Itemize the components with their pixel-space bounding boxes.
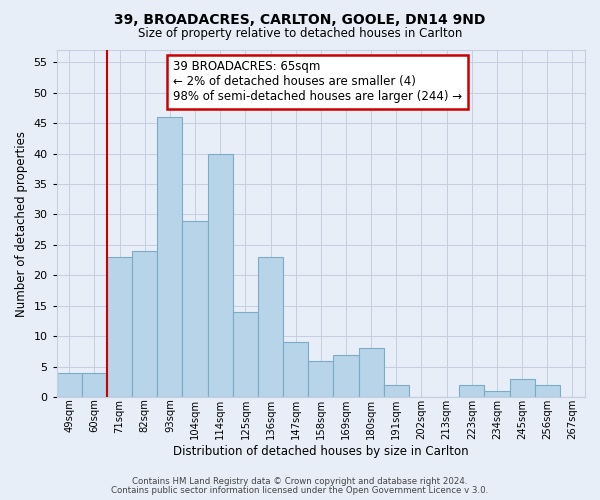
Bar — [208, 154, 233, 397]
Text: 39, BROADACRES, CARLTON, GOOLE, DN14 9ND: 39, BROADACRES, CARLTON, GOOLE, DN14 9ND — [115, 12, 485, 26]
Bar — [82, 373, 107, 397]
Bar — [57, 373, 82, 397]
Bar — [107, 257, 132, 397]
X-axis label: Distribution of detached houses by size in Carlton: Distribution of detached houses by size … — [173, 444, 469, 458]
Text: Contains HM Land Registry data © Crown copyright and database right 2024.: Contains HM Land Registry data © Crown c… — [132, 477, 468, 486]
Bar — [233, 312, 258, 397]
Bar — [258, 257, 283, 397]
Bar — [459, 385, 484, 397]
Bar — [157, 117, 182, 397]
Bar — [283, 342, 308, 397]
Text: Size of property relative to detached houses in Carlton: Size of property relative to detached ho… — [138, 28, 462, 40]
Bar — [384, 385, 409, 397]
Text: 39 BROADACRES: 65sqm
← 2% of detached houses are smaller (4)
98% of semi-detache: 39 BROADACRES: 65sqm ← 2% of detached ho… — [173, 60, 462, 104]
Y-axis label: Number of detached properties: Number of detached properties — [15, 130, 28, 316]
Bar — [484, 391, 509, 397]
Bar — [535, 385, 560, 397]
Bar — [132, 251, 157, 397]
Bar — [334, 354, 359, 397]
Bar — [509, 379, 535, 397]
Bar — [182, 220, 208, 397]
Bar — [308, 360, 334, 397]
Text: Contains public sector information licensed under the Open Government Licence v : Contains public sector information licen… — [112, 486, 488, 495]
Bar — [359, 348, 384, 397]
